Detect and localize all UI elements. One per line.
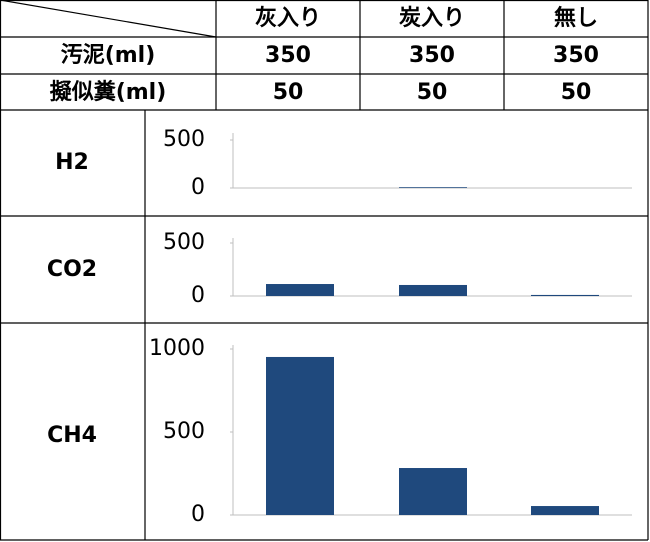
- bar: [399, 468, 467, 515]
- bar: [266, 284, 334, 296]
- chart-title: CO2: [47, 257, 97, 282]
- bar: [399, 284, 467, 296]
- bar: [399, 187, 467, 188]
- bar: [266, 356, 334, 515]
- y-tick-label: 500: [163, 127, 205, 152]
- row-label: 擬似糞(ml): [50, 79, 167, 105]
- y-tick-label: 1000: [149, 336, 205, 361]
- cell-value: 50: [417, 80, 448, 105]
- column-header: 無し: [554, 5, 598, 31]
- cell-value: 50: [561, 80, 592, 105]
- y-tick-label: 0: [191, 175, 205, 200]
- bar: [531, 506, 599, 515]
- cell-value: 350: [409, 43, 455, 68]
- cell-value: 50: [273, 80, 304, 105]
- column-header: 灰入り: [255, 5, 321, 31]
- row-label: 汚泥(ml): [61, 43, 156, 68]
- column-header: 炭入り: [399, 5, 465, 31]
- cell-value: 350: [553, 43, 599, 68]
- chart-title: H2: [55, 150, 89, 175]
- y-tick-label: 0: [191, 283, 205, 308]
- chart-title: CH4: [47, 423, 97, 448]
- y-tick-label: 0: [191, 502, 205, 527]
- y-tick-label: 500: [163, 419, 205, 444]
- y-tick-label: 500: [163, 230, 205, 255]
- bar: [531, 294, 599, 296]
- cell-value: 350: [265, 43, 311, 68]
